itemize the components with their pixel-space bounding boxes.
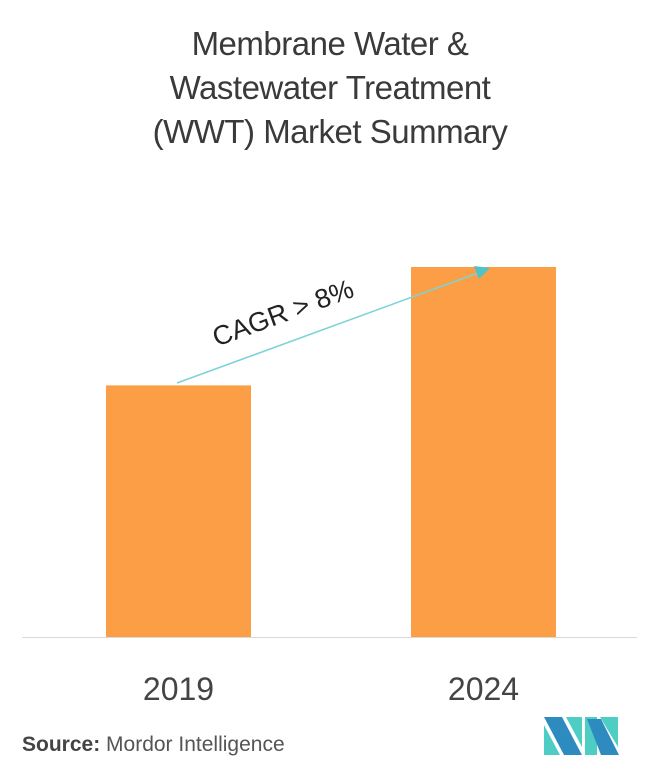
chart-title: Membrane Water & Wastewater Treatment (W…	[0, 22, 660, 154]
bar-2019	[106, 385, 251, 637]
cagr-annotation: CAGR > 8%	[208, 274, 357, 353]
source-label: Source:	[22, 733, 101, 756]
title-line-1: Membrane Water &	[191, 25, 469, 62]
source-note: Source: Mordor Intelligence	[22, 733, 285, 757]
source-text: Mordor Intelligence	[106, 733, 285, 756]
title-line-2: Wastewater Treatment	[169, 69, 491, 106]
x-tick-label: 2019	[143, 671, 214, 707]
bar-2024	[411, 267, 556, 637]
x-tick-label: 2024	[448, 671, 519, 707]
cagr-arrow-head-icon	[474, 266, 490, 279]
title-line-3: (WWT) Market Summary	[152, 113, 508, 150]
cagr-arrow-line	[176, 272, 479, 384]
mordor-intelligence-logo	[544, 717, 619, 755]
